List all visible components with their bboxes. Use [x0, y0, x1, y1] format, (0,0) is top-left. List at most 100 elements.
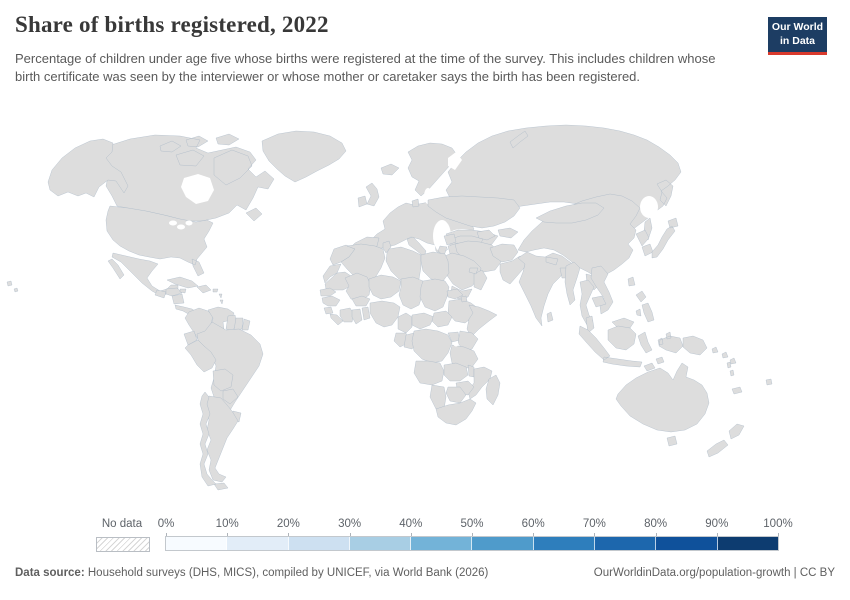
country-mongolia[interactable]: [535, 202, 605, 224]
country-papua-new-guinea[interactable]: [682, 335, 708, 356]
country-greenland[interactable]: [261, 130, 347, 183]
country-dr-congo[interactable]: [411, 328, 453, 364]
country-niger[interactable]: [368, 274, 402, 300]
country-cuba[interactable]: [166, 276, 199, 289]
country-togo-benin[interactable]: [361, 306, 371, 321]
legend-swatch-20-30%[interactable]: [288, 537, 350, 550]
country-zambia[interactable]: [443, 362, 469, 382]
data-source-text: Household surveys (DHS, MICS), compiled …: [84, 567, 489, 579]
legend-tick-label: 60%: [521, 518, 545, 530]
country-vanuatu[interactable]: [726, 361, 735, 377]
country-iceland[interactable]: [380, 163, 400, 176]
country-liberia[interactable]: [329, 313, 344, 326]
country-guatemala[interactable]: [154, 289, 167, 299]
country-lesser-antilles[interactable]: [218, 293, 224, 305]
country-ecuador[interactable]: [183, 330, 198, 346]
country-cambodia[interactable]: [591, 295, 607, 308]
legend-no-data-swatch[interactable]: [96, 537, 150, 552]
owid-license-link[interactable]: OurWorldinData.org/population-growth | C…: [593, 567, 835, 579]
legend-tick-mark: [410, 533, 412, 537]
country-hispaniola[interactable]: [196, 284, 212, 294]
country-mali[interactable]: [344, 272, 372, 302]
legend-swatch-0-10%[interactable]: [166, 537, 228, 550]
country-sudan[interactable]: [419, 278, 450, 312]
country-somalia[interactable]: [466, 304, 498, 338]
country-western-sahara[interactable]: [322, 263, 342, 284]
country-namibia[interactable]: [429, 384, 447, 410]
country-north-korea[interactable]: [635, 229, 650, 247]
country-south-sudan[interactable]: [431, 310, 453, 328]
country-malawi[interactable]: [467, 364, 475, 378]
country-ivory-coast[interactable]: [339, 307, 355, 323]
legend-swatch-10-20%[interactable]: [227, 537, 289, 550]
country-united-kingdom[interactable]: [365, 182, 380, 207]
legend-color-bar[interactable]: [165, 536, 779, 551]
country-sierra-leone[interactable]: [323, 306, 334, 315]
legend-swatch-30-40%[interactable]: [349, 537, 412, 550]
country-kazakhstan[interactable]: [427, 195, 521, 229]
country-ghana[interactable]: [351, 308, 363, 325]
country-syria[interactable]: [443, 233, 457, 246]
country-sri-lanka[interactable]: [546, 311, 554, 323]
country-novaya-zemlya[interactable]: [509, 130, 529, 149]
country-caucasus[interactable]: [476, 229, 496, 241]
country-japan[interactable]: [651, 217, 679, 259]
country-senegal[interactable]: [319, 287, 337, 297]
country-egypt[interactable]: [420, 251, 450, 282]
legend-tick-mark: [227, 533, 229, 537]
country-puerto-rico[interactable]: [212, 288, 219, 293]
country-pakistan[interactable]: [499, 255, 528, 285]
country-cameroon[interactable]: [397, 312, 413, 334]
country-solomon-islands[interactable]: [711, 346, 737, 365]
country-indonesia-kalimantan[interactable]: [607, 325, 637, 351]
country-argentina[interactable]: [205, 395, 239, 491]
country-uae-qatar[interactable]: [468, 267, 479, 275]
legend-swatch-60-70%[interactable]: [533, 537, 596, 550]
legend-swatch-90-100%[interactable]: [717, 537, 778, 550]
country-peru[interactable]: [184, 339, 217, 373]
country-scandinavia[interactable]: [407, 142, 458, 197]
country-paraguay[interactable]: [222, 388, 239, 405]
white-sea: [448, 152, 462, 170]
legend-swatch-40-50%[interactable]: [411, 537, 473, 550]
country-kyrgyzstan-tajikistan[interactable]: [497, 227, 519, 239]
country-vietnam[interactable]: [590, 265, 614, 315]
country-mexico[interactable]: [107, 252, 179, 297]
country-south-africa[interactable]: [435, 398, 477, 426]
country-fiji[interactable]: [765, 378, 773, 386]
country-burkina-faso[interactable]: [351, 295, 371, 307]
country-angola[interactable]: [413, 360, 445, 386]
country-eritrea[interactable]: [446, 288, 464, 300]
owid-logo[interactable]: Our World in Data: [768, 17, 827, 55]
country-madagascar[interactable]: [485, 374, 501, 406]
country-ireland[interactable]: [357, 195, 368, 208]
country-guinea[interactable]: [321, 295, 341, 307]
country-taiwan[interactable]: [627, 276, 636, 287]
country-djibouti[interactable]: [460, 295, 468, 303]
country-new-zealand[interactable]: [706, 423, 745, 458]
country-indonesia[interactable]: [578, 325, 684, 372]
country-jamaica[interactable]: [179, 288, 187, 294]
country-bolivia[interactable]: [212, 368, 234, 392]
country-nepal[interactable]: [545, 256, 559, 266]
country-central-african-republic[interactable]: [411, 312, 435, 330]
country-australia[interactable]: [615, 362, 710, 447]
country-denmark[interactable]: [411, 198, 420, 208]
country-honduras[interactable]: [165, 287, 183, 297]
country-chile[interactable]: [199, 391, 217, 487]
country-nigeria[interactable]: [369, 300, 401, 328]
country-afghanistan[interactable]: [489, 243, 519, 263]
country-new-caledonia[interactable]: [731, 386, 743, 395]
country-french-guiana[interactable]: [241, 318, 251, 331]
country-philippines[interactable]: [635, 290, 655, 323]
country-chad[interactable]: [398, 276, 424, 310]
country-oman[interactable]: [473, 269, 488, 291]
legend-swatch-70-80%[interactable]: [595, 537, 657, 550]
country-myanmar[interactable]: [564, 261, 581, 306]
country-nicaragua[interactable]: [171, 293, 185, 305]
legend-tick-row: 0% 10% 20% 30% 40% 50% 60% 70% 80% 90% 100%: [158, 518, 793, 538]
country-south-korea[interactable]: [641, 243, 654, 257]
legend-swatch-50-60%[interactable]: [472, 537, 534, 550]
legend-swatch-80-90%[interactable]: [656, 537, 718, 550]
country-united-states[interactable]: [6, 138, 214, 293]
